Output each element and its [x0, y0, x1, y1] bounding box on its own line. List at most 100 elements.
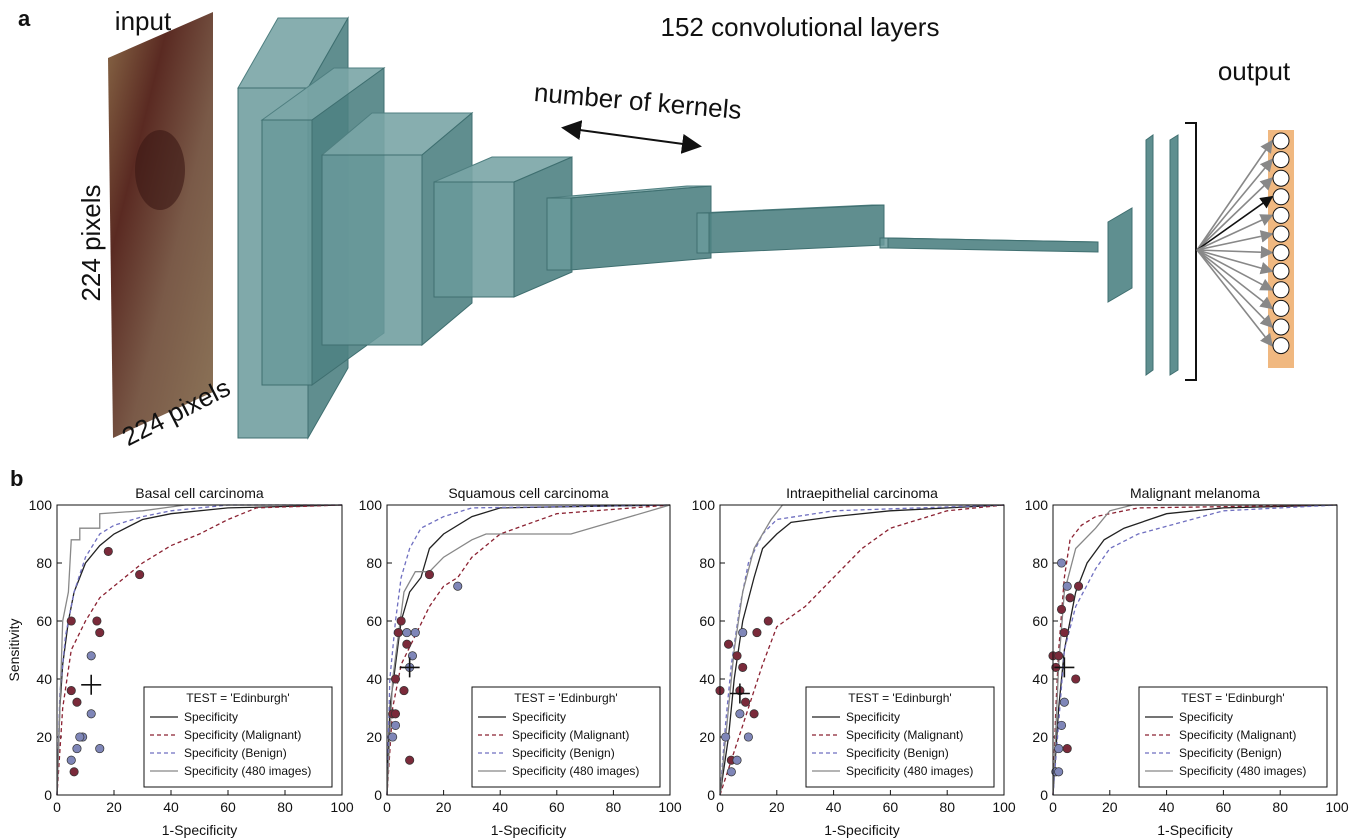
box-front [433, 181, 515, 298]
dermatologist-point [86, 651, 96, 661]
legend-label: Specificity (480 images) [184, 764, 311, 778]
output-node [1272, 225, 1290, 243]
dermatologist-point [388, 732, 398, 742]
output-arrow [1196, 139, 1273, 251]
roc-curve [1052, 504, 1338, 796]
fc-slab [1107, 207, 1133, 303]
output-arrow [1196, 195, 1274, 251]
chart: Squamous cell carcinoma 0 20 40 60 80 100 0 20 40… [359, 485, 682, 838]
y-tick-label: 40 [699, 671, 715, 687]
input-image [108, 12, 213, 438]
legend-label: Specificity (Benign) [846, 746, 949, 760]
dermatologist-point [752, 628, 762, 638]
output-node [1272, 337, 1290, 355]
output-arrow [1196, 177, 1274, 251]
dermatologist-point [726, 767, 736, 777]
y-tick-label: 40 [1032, 671, 1048, 687]
output-arrow [1196, 158, 1274, 251]
box-side [708, 204, 885, 254]
roc-curve [719, 504, 1005, 796]
y-tick-label: 80 [366, 555, 382, 571]
dermatologist-point [732, 755, 742, 765]
x-tick-label: 0 [716, 799, 724, 815]
legend-label: Specificity (Benign) [1179, 746, 1282, 760]
legend-label: Specificity (Benign) [512, 746, 615, 760]
x-tick-label: 20 [436, 799, 452, 815]
dermatologist-point [1054, 767, 1064, 777]
legend-label: Specificity (Malignant) [184, 728, 301, 742]
dermatologist-point [749, 709, 759, 719]
height-label: 224 pixels [76, 184, 106, 301]
dermatologist-point [743, 732, 753, 742]
output-node [1272, 151, 1290, 169]
output-arrow [1196, 230, 1274, 251]
dermatologist-point [723, 639, 734, 649]
x-tick-label: 60 [1216, 799, 1232, 815]
mean-marker [399, 657, 420, 678]
legend: TEST = 'Edinburgh' Specificity Specificity… [143, 686, 333, 788]
chart-title: Intraepithelial carcinoma [786, 485, 938, 501]
legend-label: Specificity [1179, 710, 1233, 724]
output-node [1272, 206, 1290, 224]
y-tick-label: 20 [36, 729, 52, 745]
dermatologist-point [390, 720, 401, 730]
kernels-label: number of kernels [533, 77, 743, 125]
dermatologist-point [402, 628, 412, 638]
x-tick-label: 80 [277, 799, 293, 815]
dermatologist-point [732, 651, 742, 661]
box-front [321, 154, 423, 346]
plot-frame [386, 504, 671, 796]
x-tick-label: 40 [163, 799, 179, 815]
y-axis-label: Sensitivity [6, 618, 22, 681]
x-axis-label: 1-Specificity [824, 822, 899, 838]
x-tick-label: 40 [492, 799, 508, 815]
x-axis-label: 1-Specificity [162, 822, 237, 838]
x-tick-label: 80 [1272, 799, 1288, 815]
legend-title: TEST = 'Edinburgh' [514, 691, 617, 705]
y-tick-label: 60 [1032, 613, 1048, 629]
mean-marker [81, 674, 102, 695]
dermatologist-point [402, 639, 412, 649]
roc-curve [719, 504, 1004, 796]
box-front [696, 212, 710, 254]
x-tick-label: 80 [606, 799, 622, 815]
x-tick-label: 40 [1159, 799, 1175, 815]
box-side [570, 185, 712, 271]
dermatologist-point [405, 755, 415, 765]
y-tick-label: 0 [707, 787, 715, 803]
dermatologist-point [1056, 604, 1067, 614]
roc-curve [719, 504, 1005, 796]
dermatologist-point [86, 709, 96, 719]
dermatologist-point [453, 581, 463, 591]
dermatologist-point [1059, 697, 1069, 707]
output-arrow [1196, 249, 1274, 329]
x-tick-label: 0 [383, 799, 391, 815]
dermatologist-point [66, 755, 76, 765]
dermatologist-point [72, 744, 82, 754]
legend-label: Specificity [184, 710, 238, 724]
legend: TEST = 'Edinburgh' Specificity Specificity… [1138, 686, 1328, 788]
legend-box [143, 686, 333, 788]
dermatologist-point [1062, 744, 1072, 754]
dermatologist-point [1074, 581, 1084, 591]
plot-area [1048, 504, 1338, 796]
y-tick-label: 40 [36, 671, 52, 687]
dermatologist-point [410, 628, 420, 638]
x-tick-label: 20 [769, 799, 785, 815]
y-tick-label: 0 [374, 787, 382, 803]
y-tick-label: 80 [36, 555, 52, 571]
dermatologist-point [66, 686, 76, 696]
output-node [1272, 299, 1290, 317]
network-title: 152 convolutional layers [661, 12, 940, 42]
legend-label: Specificity (Malignant) [512, 728, 629, 742]
chart-title: Basal cell carcinoma [135, 485, 264, 501]
lesion [135, 130, 185, 210]
fc-layer [1145, 134, 1154, 376]
dermatologist-point [69, 767, 79, 777]
box-front [261, 119, 313, 386]
legend-label: Specificity [512, 710, 566, 724]
legend: TEST = 'Edinburgh' Specificity Specificity… [471, 686, 661, 788]
dermatologist-point [103, 546, 113, 556]
